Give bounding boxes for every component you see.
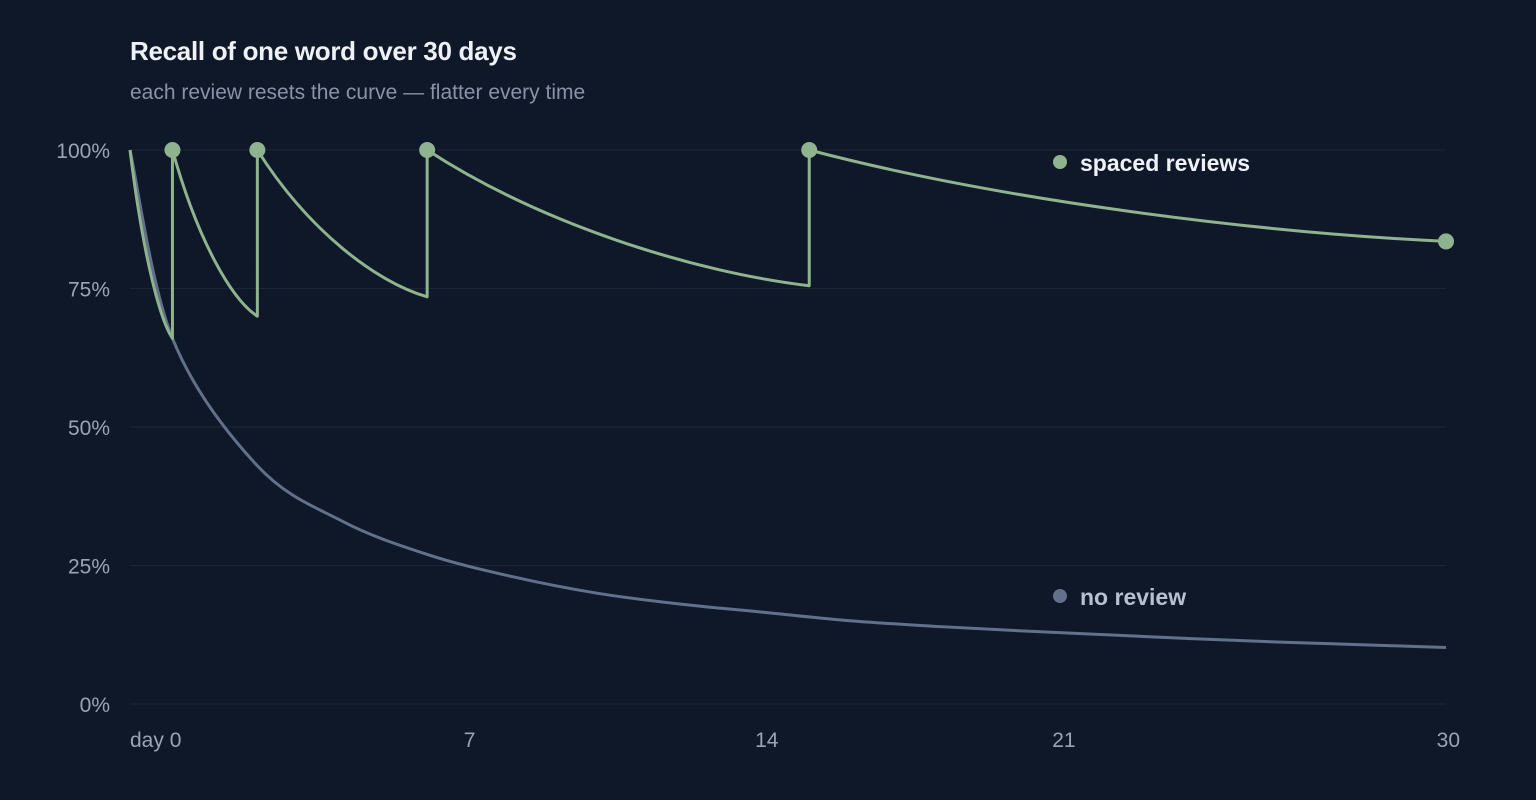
no-review-line xyxy=(128,149,1447,649)
x-tick-label: day 0 xyxy=(130,729,181,752)
x-tick-label: 14 xyxy=(755,729,779,752)
review-point xyxy=(249,142,266,158)
y-tick-label: 50% xyxy=(68,417,110,440)
legend: spaced reviews no review xyxy=(1053,150,1250,610)
legend-label-spaced: spaced reviews xyxy=(1080,150,1250,176)
x-tick-label: 30 xyxy=(1437,729,1460,752)
legend-label-no-review: no review xyxy=(1080,584,1186,610)
review-point xyxy=(801,142,818,158)
y-tick-label: 0% xyxy=(80,694,110,717)
review-point xyxy=(419,142,436,158)
chart-subtitle: each review resets the curve — flatter e… xyxy=(130,81,586,104)
x-tick-label: 7 xyxy=(464,729,476,752)
chart-title: Recall of one word over 30 days xyxy=(130,36,517,66)
legend-dot-spaced xyxy=(1053,155,1067,169)
review-point xyxy=(164,142,181,158)
legend-dot-no-review xyxy=(1053,589,1067,603)
y-tick-label: 25% xyxy=(68,556,110,579)
grid xyxy=(130,149,1446,705)
end-point xyxy=(1438,233,1454,250)
x-tick-label: 21 xyxy=(1052,729,1075,752)
y-tick-label: 75% xyxy=(68,279,110,302)
x-axis-ticks: day 0 7 14 21 30 xyxy=(130,729,1460,752)
series xyxy=(128,142,1454,649)
spaced-reviews-line xyxy=(128,148,1447,340)
y-axis-ticks: 0% 25% 50% 75% 100% xyxy=(56,140,110,717)
y-tick-label: 100% xyxy=(56,140,110,163)
